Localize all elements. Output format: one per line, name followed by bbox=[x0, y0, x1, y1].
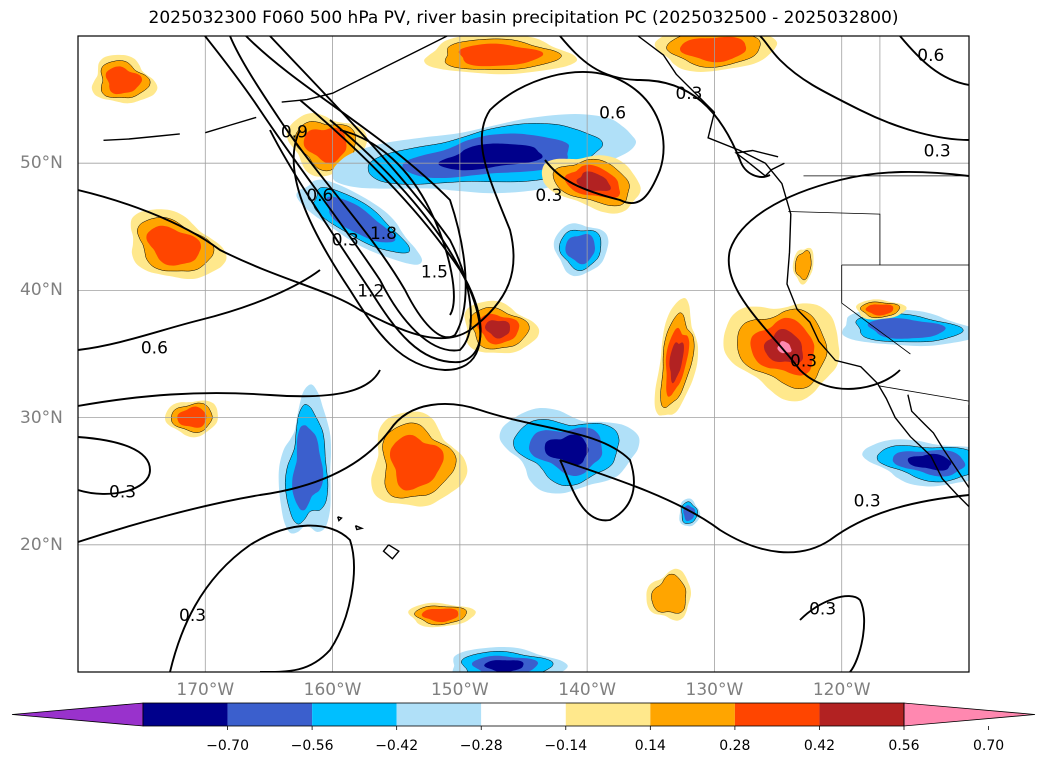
shading-cell-9-2 bbox=[292, 425, 324, 511]
coastline-3 bbox=[968, 404, 969, 494]
shading-cell-6-2 bbox=[565, 234, 595, 265]
pv-contour-15 bbox=[559, 36, 771, 178]
longitude-label: 160°W bbox=[303, 680, 362, 700]
colorbar-tick-label: 0.14 bbox=[634, 738, 666, 754]
colorbar-tick-label: 0.28 bbox=[719, 738, 751, 754]
colorbar-tick-label: 0.56 bbox=[888, 738, 920, 754]
contour-label-12: 0.3 bbox=[109, 482, 136, 502]
colorbar-tick-label: −0.14 bbox=[544, 738, 588, 754]
colorbar-tick-label: −0.28 bbox=[459, 738, 503, 754]
latitude-label: 40°N bbox=[20, 280, 63, 301]
pv-contour-13 bbox=[727, 170, 969, 390]
shading-cell-1-2 bbox=[146, 225, 202, 266]
border-4 bbox=[788, 211, 881, 265]
shading-cell-17-2 bbox=[421, 608, 459, 623]
shading-cell-13-4 bbox=[777, 341, 792, 354]
shading-cell-14-2 bbox=[867, 318, 946, 339]
contour-label-0: 0.9 bbox=[281, 122, 308, 142]
shading-cell-2-2 bbox=[303, 127, 347, 164]
coastline-5 bbox=[354, 525, 365, 531]
contour-label-9: 0.6 bbox=[917, 46, 944, 66]
shading-cell-22-2 bbox=[865, 304, 894, 316]
contour-label-13: 0.3 bbox=[790, 351, 817, 371]
pv-contour-14 bbox=[759, 36, 969, 141]
longitude-label: 170°W bbox=[176, 680, 235, 700]
coastline-8 bbox=[205, 116, 257, 134]
shading-cell-10-2 bbox=[389, 434, 444, 491]
contour-label-7: 0.6 bbox=[599, 103, 626, 123]
contour-label-1: 0.6 bbox=[306, 186, 333, 206]
contour-label-15: 0.3 bbox=[179, 606, 206, 626]
pv-contour-1 bbox=[204, 36, 472, 352]
longitude-label: 130°W bbox=[685, 680, 744, 700]
contour-label-11: 0.6 bbox=[141, 339, 168, 359]
colorbar-tick-label: −0.70 bbox=[206, 738, 249, 754]
shading-cell-3-2 bbox=[326, 196, 396, 243]
shading-cell-12-3 bbox=[669, 342, 684, 384]
coastlines bbox=[103, 36, 969, 560]
shading-cell-8-2 bbox=[177, 406, 207, 428]
border-1 bbox=[878, 385, 969, 402]
coastline-7 bbox=[281, 36, 448, 103]
map-frame bbox=[77, 35, 970, 673]
latitude-label: 30°N bbox=[20, 407, 63, 428]
shading-cell-4-3 bbox=[438, 143, 543, 171]
pv-contour-labels: 0.9 0.6 0.3 1.8 1.2 1.5 0.3 0.6 0.3 0.6 0.3 0.6 0.3 0… bbox=[109, 46, 951, 626]
shading-cell-23-1 bbox=[794, 250, 812, 281]
pv-contour-9 bbox=[78, 403, 635, 543]
coastline-6 bbox=[337, 516, 343, 522]
pv-contour-12 bbox=[799, 595, 866, 672]
pv-contour-11 bbox=[559, 459, 969, 554]
latitude-label: 50°N bbox=[20, 153, 63, 174]
pv-contours bbox=[78, 36, 969, 672]
contour-label-5: 1.5 bbox=[421, 262, 448, 282]
coastline-1 bbox=[907, 394, 969, 488]
contour-label-14: 0.3 bbox=[854, 491, 881, 511]
longitude-label: 120°W bbox=[812, 680, 871, 700]
shading-cell-5-3 bbox=[576, 171, 611, 192]
shading-cell-16-1 bbox=[651, 573, 687, 614]
shading-cell-18-3 bbox=[484, 660, 524, 672]
pv-contour-7 bbox=[78, 369, 381, 407]
colorbar-tick-label: −0.42 bbox=[375, 738, 419, 754]
colorbar-tick-label: −0.56 bbox=[290, 738, 334, 754]
latitude-label: 20°N bbox=[20, 534, 63, 555]
shading-cell-11-3 bbox=[544, 434, 589, 466]
contour-label-10: 0.3 bbox=[924, 141, 951, 161]
pv-contour-16 bbox=[899, 36, 969, 86]
colorbar-tick-label: 0.42 bbox=[803, 738, 836, 754]
pv-contour-8 bbox=[78, 436, 151, 495]
contour-label-6: 0.3 bbox=[535, 186, 562, 206]
colorbar-tick-label: 0.70 bbox=[972, 738, 1005, 754]
pv-contour-2 bbox=[269, 99, 482, 363]
contour-label-8: 0.3 bbox=[675, 84, 702, 104]
coastline-9 bbox=[103, 133, 180, 141]
coastline-2 bbox=[734, 149, 785, 177]
contour-label-3: 1.8 bbox=[370, 224, 397, 244]
shading-cell-20-2 bbox=[680, 36, 747, 63]
coastline-4 bbox=[382, 544, 400, 560]
shading-cell-0-2 bbox=[105, 66, 143, 95]
shading-cell-19-2 bbox=[458, 43, 544, 67]
chart-title: 2025032300 F060 500 hPa PV, river basin … bbox=[148, 8, 899, 28]
contour-label-2: 0.3 bbox=[332, 231, 359, 251]
pv-contour-4 bbox=[339, 129, 455, 316]
precipitation-pc-shading bbox=[91, 36, 969, 672]
border-3 bbox=[841, 265, 911, 355]
pv-contour-6 bbox=[78, 269, 321, 351]
pv-contour-3 bbox=[292, 119, 482, 371]
shading-cell-7-3 bbox=[485, 320, 510, 339]
pv-contour-10 bbox=[169, 524, 355, 672]
longitude-label: 150°W bbox=[430, 680, 489, 700]
contour-label-16: 0.3 bbox=[809, 599, 836, 619]
shading-cell-15-3 bbox=[907, 453, 952, 471]
longitude-label: 140°W bbox=[558, 680, 617, 700]
pv-contour-5 bbox=[78, 71, 665, 340]
pv-contour-0 bbox=[229, 36, 467, 338]
coastline-0 bbox=[637, 36, 969, 508]
contour-label-4: 1.2 bbox=[357, 281, 384, 301]
